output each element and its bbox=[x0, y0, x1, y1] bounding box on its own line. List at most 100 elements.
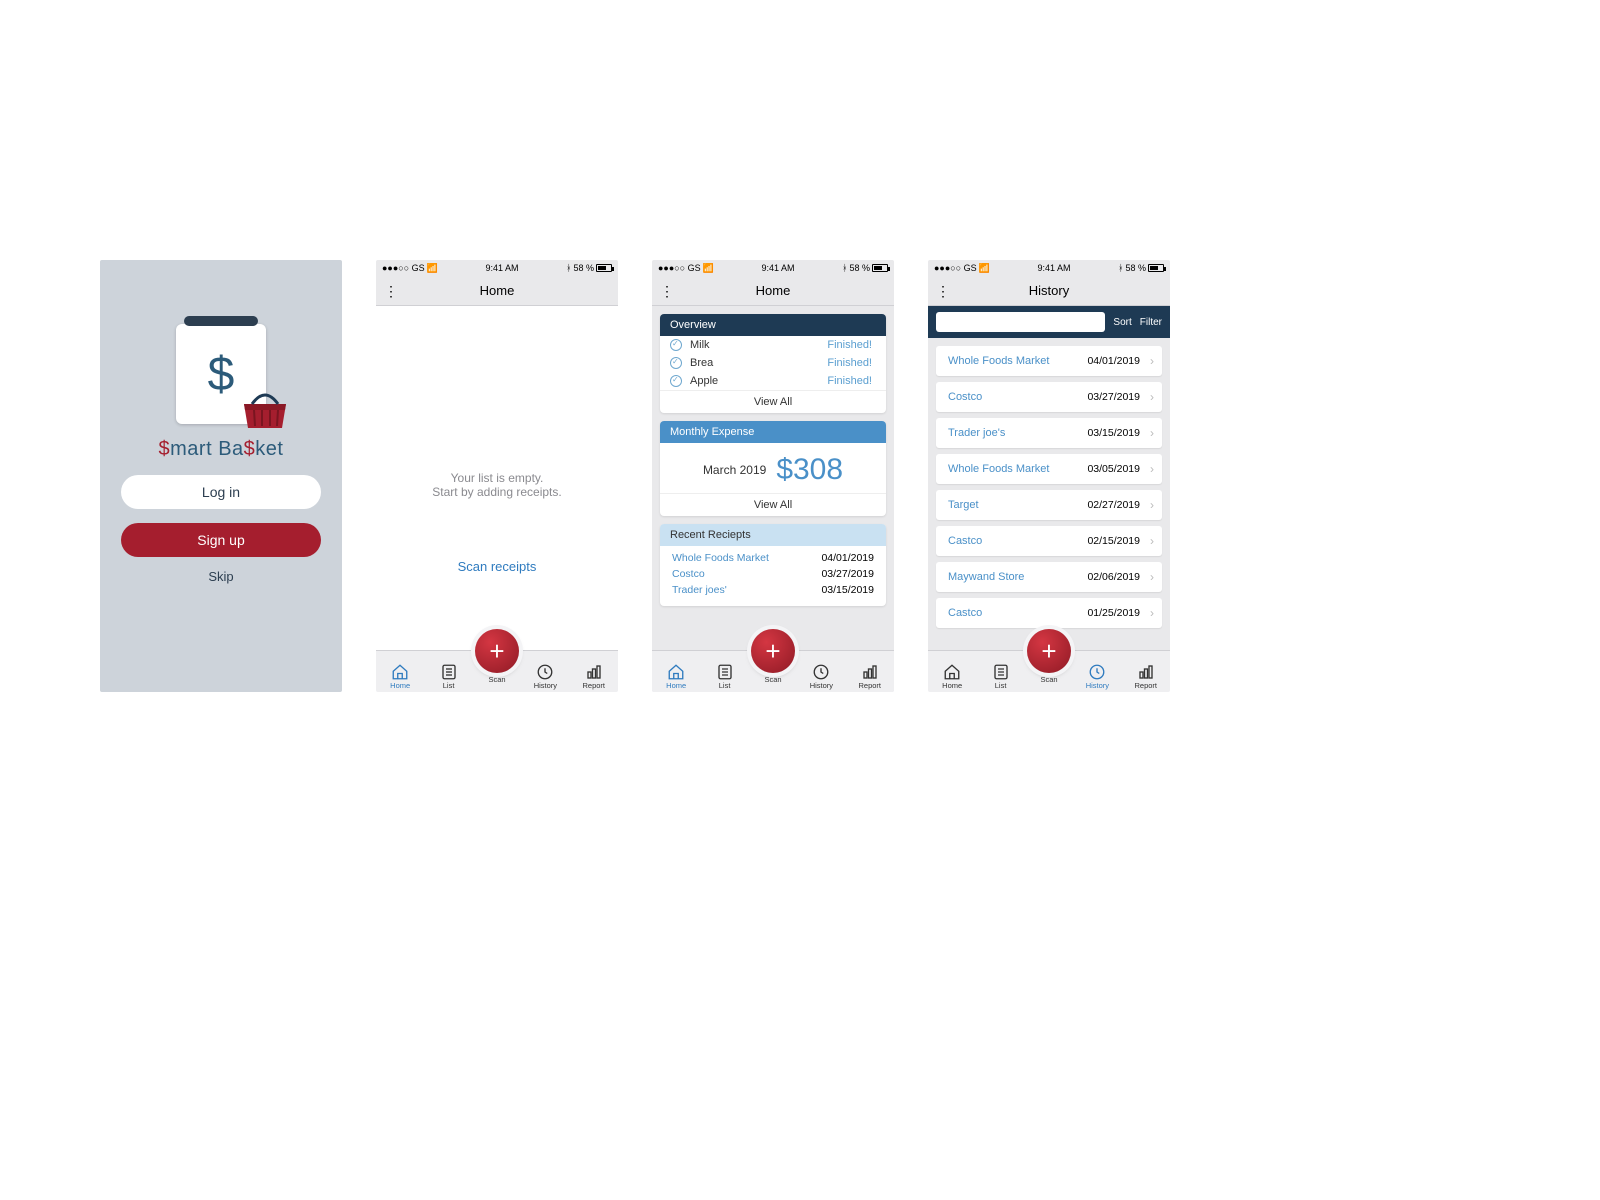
screen-home-empty: ●●●○○ GS📶 9:41 AM ᚼ58 % ⋮ Home Your list… bbox=[376, 260, 618, 692]
recent-header: Recent Reciepts bbox=[660, 524, 886, 546]
history-item[interactable]: Whole Foods Market03/05/2019› bbox=[936, 454, 1162, 484]
history-item[interactable]: Castco01/25/2019 › bbox=[936, 598, 1162, 628]
receipt-icon: $ bbox=[176, 324, 266, 424]
chevron-right-icon: › bbox=[1150, 606, 1154, 620]
overview-row[interactable]: BreaFinished! bbox=[660, 354, 886, 372]
login-button[interactable]: Log in bbox=[121, 475, 321, 509]
tab-scan-label: Scan bbox=[1027, 675, 1071, 684]
history-store: Costco bbox=[948, 391, 1087, 403]
recent-row[interactable]: Whole Foods Market 04/01/2019 bbox=[660, 550, 886, 566]
page-title: Home bbox=[756, 283, 791, 298]
history-date: 02/15/2019 bbox=[1087, 535, 1140, 547]
history-date: 02/27/2019 bbox=[1087, 499, 1140, 511]
history-date: 03/05/2019 bbox=[1087, 463, 1140, 475]
wifi-icon: 📶 bbox=[703, 263, 714, 274]
screen-splash: $ $mart Ba$ket Log in Sign up Skip bbox=[100, 260, 342, 692]
scan-fab[interactable]: + bbox=[475, 629, 519, 673]
chevron-right-icon: › bbox=[1150, 390, 1154, 404]
tab-home[interactable]: Home bbox=[657, 663, 695, 690]
tab-home[interactable]: Home bbox=[933, 663, 971, 690]
status-time: 9:41 AM bbox=[485, 263, 518, 273]
wifi-icon: 📶 bbox=[427, 263, 438, 274]
scan-fab[interactable]: + bbox=[1027, 629, 1071, 673]
tab-scan-label: Scan bbox=[475, 675, 519, 684]
filter-button[interactable]: Filter bbox=[1140, 317, 1162, 328]
empty-text-2: Start by adding receipts. bbox=[432, 485, 561, 499]
overview-card: Overview MilkFinished!BreaFinished!Apple… bbox=[660, 314, 886, 413]
expense-amount: $308 bbox=[776, 453, 843, 487]
recent-card: Recent Reciepts Whole Foods Market 04/01/… bbox=[660, 524, 886, 606]
wifi-icon: 📶 bbox=[979, 263, 990, 274]
battery-icon bbox=[872, 264, 888, 272]
recent-store: Whole Foods Market bbox=[672, 552, 769, 564]
expense-month: March 2019 bbox=[703, 463, 766, 477]
item-label: Apple bbox=[690, 375, 827, 387]
overview-viewall[interactable]: View All bbox=[660, 390, 886, 413]
tab-report[interactable]: Report bbox=[575, 663, 613, 690]
app-logo: $ $mart Ba$ket bbox=[159, 324, 284, 461]
item-status: Finished! bbox=[827, 357, 872, 369]
chevron-right-icon: › bbox=[1150, 426, 1154, 440]
history-store: Whole Foods Market bbox=[948, 463, 1087, 475]
bluetooth-icon: ᚼ bbox=[842, 263, 847, 273]
dollar-icon: $ bbox=[208, 347, 235, 402]
menu-icon[interactable]: ⋮ bbox=[936, 286, 950, 296]
history-item[interactable]: Whole Foods Market04/01/2019› bbox=[936, 346, 1162, 376]
status-bar: ●●●○○ GS📶 9:41 AM ᚼ58 % bbox=[928, 260, 1170, 276]
scan-fab[interactable]: + bbox=[751, 629, 795, 673]
menu-icon[interactable]: ⋮ bbox=[384, 286, 398, 296]
basket-icon bbox=[238, 390, 292, 430]
item-status: Finished! bbox=[827, 375, 872, 387]
history-store: Target bbox=[948, 499, 1087, 511]
app-name: $mart Ba$ket bbox=[159, 438, 284, 461]
menu-icon[interactable]: ⋮ bbox=[660, 286, 674, 296]
sort-button[interactable]: Sort bbox=[1113, 317, 1131, 328]
tab-list[interactable]: List bbox=[982, 663, 1020, 690]
overview-row[interactable]: AppleFinished! bbox=[660, 372, 886, 390]
tab-home[interactable]: Home bbox=[381, 663, 419, 690]
item-label: Milk bbox=[690, 339, 827, 351]
chevron-right-icon: › bbox=[1150, 570, 1154, 584]
page-title: History bbox=[1029, 283, 1069, 298]
search-input[interactable] bbox=[936, 312, 1105, 332]
history-date: 01/25/2019 bbox=[1087, 607, 1140, 619]
signup-button[interactable]: Sign up bbox=[121, 523, 321, 557]
history-item[interactable]: Maywand Store02/06/2019› bbox=[936, 562, 1162, 592]
history-store: Castco bbox=[948, 607, 1087, 619]
status-time: 9:41 AM bbox=[761, 263, 794, 273]
bluetooth-icon: ᚼ bbox=[1118, 263, 1123, 273]
history-date: 02/06/2019 bbox=[1087, 571, 1140, 583]
history-store: Trader joe's bbox=[948, 427, 1087, 439]
history-date: 03/15/2019 bbox=[1087, 427, 1140, 439]
history-item[interactable]: Target02/27/2019› bbox=[936, 490, 1162, 520]
skip-link[interactable]: Skip bbox=[208, 569, 233, 584]
tab-report[interactable]: Report bbox=[851, 663, 889, 690]
overview-header: Overview bbox=[660, 314, 886, 336]
tab-history[interactable]: History bbox=[802, 663, 840, 690]
recent-row[interactable]: Trader joes'03/15/2019 bbox=[660, 582, 886, 598]
recent-date: 04/01/2019 bbox=[821, 552, 874, 564]
history-item[interactable]: Castco02/15/2019› bbox=[936, 526, 1162, 556]
history-item[interactable]: Costco03/27/2019› bbox=[936, 382, 1162, 412]
tab-report[interactable]: Report bbox=[1127, 663, 1165, 690]
overview-row[interactable]: MilkFinished! bbox=[660, 336, 886, 354]
screen-history: ●●●○○ GS📶 9:41 AM ᚼ58 % ⋮ History Sort F… bbox=[928, 260, 1170, 692]
chevron-right-icon: › bbox=[1150, 354, 1154, 368]
recent-row[interactable]: Costco03/27/2019 bbox=[660, 566, 886, 582]
page-title: Home bbox=[480, 283, 515, 298]
tab-list[interactable]: List bbox=[706, 663, 744, 690]
check-icon bbox=[670, 339, 682, 351]
bluetooth-icon: ᚼ bbox=[566, 263, 571, 273]
expense-card: Monthly Expense March 2019 $308 View All bbox=[660, 421, 886, 516]
recent-date: 03/27/2019 bbox=[821, 568, 874, 580]
history-toolbar: Sort Filter bbox=[928, 306, 1170, 338]
check-icon bbox=[670, 375, 682, 387]
history-store: Whole Foods Market bbox=[948, 355, 1087, 367]
tab-history[interactable]: History bbox=[526, 663, 564, 690]
expense-viewall[interactable]: View All bbox=[660, 493, 886, 516]
scan-receipts-link[interactable]: Scan receipts bbox=[458, 559, 537, 574]
tab-list[interactable]: List bbox=[430, 663, 468, 690]
recent-store: Trader joes' bbox=[672, 584, 727, 596]
tab-history[interactable]: History bbox=[1078, 663, 1116, 690]
history-item[interactable]: Trader joe's03/15/2019 › bbox=[936, 418, 1162, 448]
